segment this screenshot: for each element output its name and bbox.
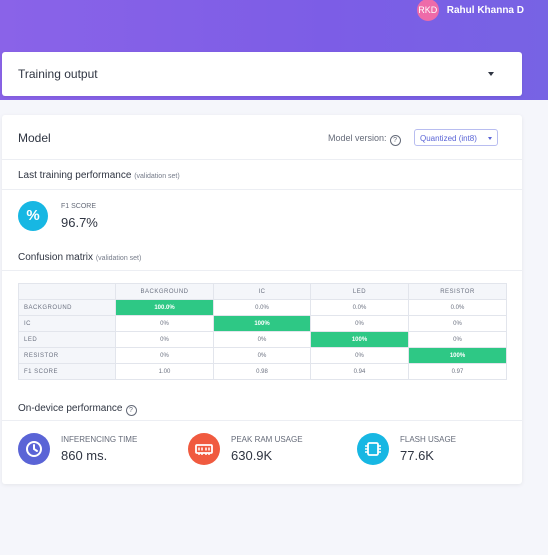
column-header: IC xyxy=(213,283,311,300)
select-caret-icon xyxy=(488,137,492,140)
help-icon[interactable]: ? xyxy=(389,135,401,146)
f1-score-label: F1 SCORE xyxy=(61,203,97,210)
avatar[interactable]: RKD xyxy=(416,0,439,21)
table-row: RESISTOR 0% 0% 0% 100% xyxy=(18,347,507,364)
chip-icon xyxy=(357,433,389,465)
matrix-cell: 0% xyxy=(310,315,409,332)
divider xyxy=(2,270,522,271)
f1-cell: 0.98 xyxy=(213,363,311,380)
last-training-title-text: Last training performance xyxy=(18,170,132,181)
table-row: BACKGROUND 100.0% 0.0% 0.0% 0.0% xyxy=(18,299,507,316)
f1-cell: 1.00 xyxy=(115,363,214,380)
metric-label: PEAK RAM USAGE xyxy=(231,435,303,444)
confusion-matrix-title: Confusion matrix (validation set) xyxy=(18,252,141,263)
user-menu[interactable]: RKD Rahul Khanna D xyxy=(416,0,524,21)
model-version-label: Model version:? xyxy=(328,133,401,146)
f1-cell: 0.94 xyxy=(310,363,409,380)
matrix-cell: 100% xyxy=(310,331,409,348)
f1-score-value: 96.7% xyxy=(61,215,98,230)
matrix-cell: 0% xyxy=(115,331,214,348)
user-name[interactable]: Rahul Khanna D xyxy=(446,4,524,16)
matrix-cell: 0.0% xyxy=(408,299,507,316)
percent-icon: % xyxy=(18,201,48,231)
row-header: IC xyxy=(18,315,116,332)
model-title: Model xyxy=(18,131,51,145)
clock-icon xyxy=(18,433,50,465)
matrix-cell: 0.0% xyxy=(310,299,409,316)
matrix-cell: 0% xyxy=(408,315,507,332)
matrix-cell: 0% xyxy=(310,347,409,364)
model-version-label-text: Model version: xyxy=(328,133,387,143)
row-header: BACKGROUND xyxy=(18,299,116,316)
column-header: LED xyxy=(310,283,409,300)
confusion-matrix-title-text: Confusion matrix xyxy=(18,252,94,263)
metric-value: 77.6K xyxy=(400,448,434,463)
corner-cell xyxy=(18,283,116,300)
model-version-select[interactable]: Quantized (int8) xyxy=(414,129,498,146)
f1-score-row: F1 SCORE 1.00 0.98 0.94 0.97 xyxy=(18,363,507,380)
table-row: LED 0% 0% 100% 0% xyxy=(18,331,507,348)
matrix-cell: 0% xyxy=(115,315,214,332)
matrix-cell: 100% xyxy=(213,315,311,332)
table-header-row: BACKGROUND IC LED RESISTOR xyxy=(18,283,507,300)
column-header: RESISTOR xyxy=(408,283,507,300)
ram-icon xyxy=(188,433,220,465)
metric-label: INFERENCING TIME xyxy=(61,435,138,444)
model-card: Model Model version:? Quantized (int8) L… xyxy=(2,115,522,484)
training-output-title: Training output xyxy=(18,67,98,81)
row-header: LED xyxy=(18,331,116,348)
on-device-performance-title: On-device performance? xyxy=(18,403,137,416)
matrix-cell: 100% xyxy=(408,347,507,364)
training-output-panel[interactable]: Training output xyxy=(2,52,522,96)
table-row: IC 0% 100% 0% 0% xyxy=(18,315,507,332)
last-training-title: Last training performance (validation se… xyxy=(18,170,180,181)
last-training-subtitle: (validation set) xyxy=(134,173,180,180)
f1-cell: 0.97 xyxy=(408,363,507,380)
model-header: Model Model version:? Quantized (int8) xyxy=(2,115,522,160)
divider xyxy=(2,189,522,190)
metric-value: 630.9K xyxy=(231,448,273,463)
matrix-cell: 100.0% xyxy=(115,299,214,316)
confusion-matrix-table: BACKGROUND IC LED RESISTOR BACKGROUND 10… xyxy=(18,283,507,380)
matrix-cell: 0% xyxy=(213,331,311,348)
column-header: BACKGROUND xyxy=(115,283,214,300)
matrix-cell: 0% xyxy=(213,347,311,364)
metric-label: FLASH USAGE xyxy=(400,435,457,444)
model-version-value: Quantized (int8) xyxy=(420,134,477,143)
chevron-down-icon[interactable] xyxy=(488,72,494,76)
help-icon[interactable]: ? xyxy=(125,405,137,416)
divider xyxy=(2,420,522,421)
matrix-cell: 0.0% xyxy=(213,299,311,316)
row-header: RESISTOR xyxy=(18,347,116,364)
matrix-cell: 0% xyxy=(115,347,214,364)
row-header: F1 SCORE xyxy=(18,363,116,380)
on-device-performance-title-text: On-device performance xyxy=(18,403,123,414)
matrix-cell: 0% xyxy=(408,331,507,348)
confusion-matrix-subtitle: (validation set) xyxy=(95,255,142,262)
metric-value: 860 ms. xyxy=(61,448,108,463)
